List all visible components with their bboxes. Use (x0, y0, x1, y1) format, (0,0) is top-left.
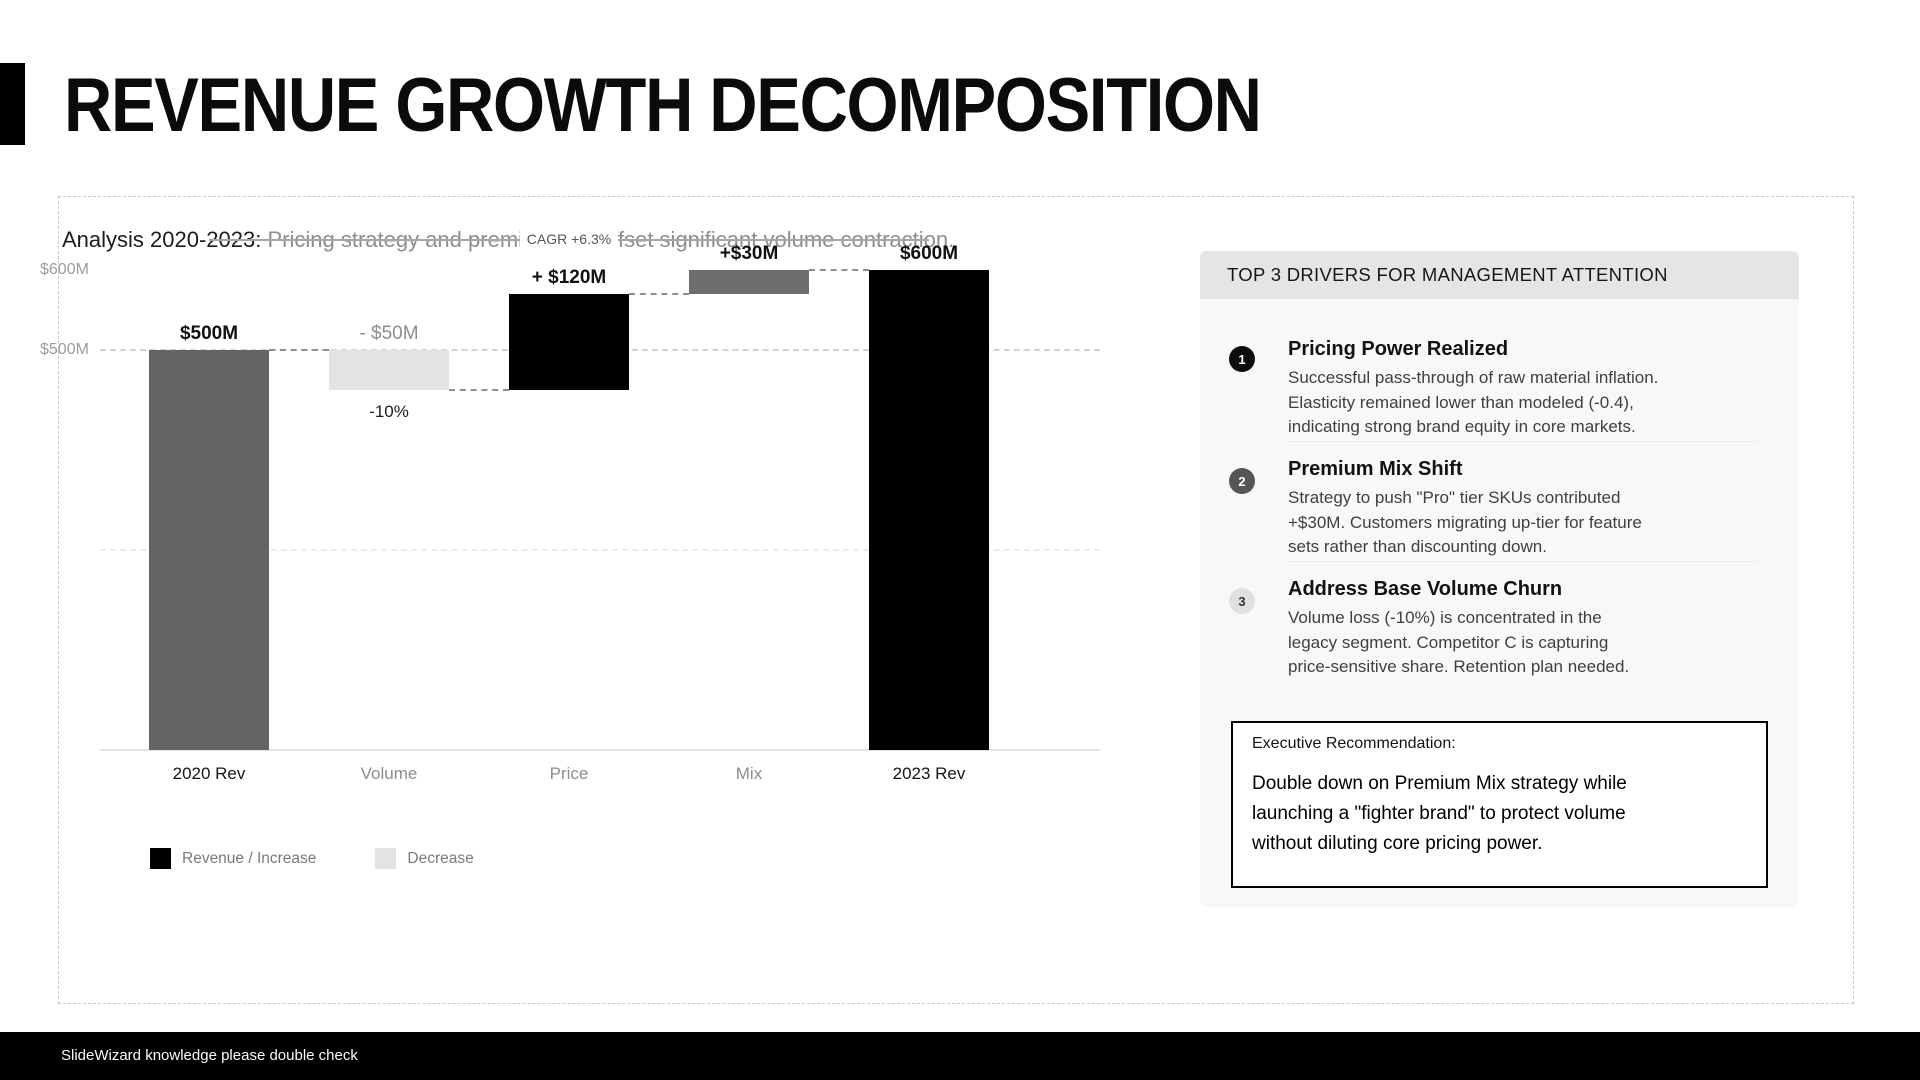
x-axis-line (100, 749, 1100, 751)
divider (1288, 561, 1756, 562)
bar-value-label: $600M (899, 243, 959, 264)
title-accent-block (0, 63, 25, 145)
x-axis-label: Volume (360, 764, 418, 783)
executive-recommendation-box: Executive Recommendation: Double down on… (1231, 721, 1768, 888)
driver-number-badge: 1 (1229, 346, 1255, 372)
waterfall-bar-mix (689, 270, 809, 294)
waterfall-bar-volume (329, 350, 449, 390)
footer-text: SlideWizard knowledge please double chec… (61, 1047, 358, 1064)
gridline (100, 549, 1100, 551)
legend-swatch (150, 848, 171, 869)
drivers-panel: TOP 3 DRIVERS FOR MANAGEMENT ATTENTION 1… (1200, 251, 1799, 907)
cagr-annotation-label: CAGR +6.3% (209, 229, 929, 250)
bar-value-label: + $120M (531, 267, 607, 288)
waterfall-bar-price (509, 294, 629, 390)
waterfall-bar-2023-rev (869, 270, 989, 750)
bar-value-label: - $50M (359, 323, 419, 344)
chart-legend: Revenue / Increase Decrease (150, 848, 474, 869)
x-axis-label: Mix (735, 764, 763, 783)
legend-swatch (375, 848, 397, 869)
x-axis-label: Price (549, 764, 589, 783)
connector-line (809, 269, 869, 271)
bar-percent-label: -10% (369, 402, 409, 421)
legend-item-increase: Revenue / Increase (150, 848, 316, 869)
x-axis-label: 2023 Rev (892, 764, 966, 783)
footer-bar: SlideWizard knowledge please double chec… (0, 1032, 1920, 1080)
y-tick-label: $600M (40, 261, 89, 278)
driver-body: Successful pass-through of raw material … (1288, 368, 1659, 436)
driver-body: Volume loss (-10%) is concentrated in th… (1288, 608, 1630, 676)
waterfall-bar-2020-rev (149, 350, 269, 750)
y-tick-label: $500M (40, 341, 89, 358)
bar-value-label: $500M (179, 323, 239, 344)
driver-title: Address Base Volume Churn (1288, 578, 1563, 600)
connector-line (269, 349, 329, 351)
bar-value-label: +$30M (719, 243, 779, 264)
driver-number-badge: 3 (1229, 588, 1255, 614)
driver-number-badge: 2 (1229, 468, 1255, 494)
executive-recommendation-label: Executive Recommendation: (1252, 735, 1456, 752)
driver-body: Strategy to push "Pro" tier SKUs contrib… (1288, 488, 1642, 556)
legend-label: Decrease (407, 850, 474, 867)
page-title: REVENUE GROWTH DECOMPOSITION (64, 63, 1262, 148)
legend-item-decrease: Decrease (375, 848, 474, 869)
driver-title: Premium Mix Shift (1288, 458, 1463, 480)
drivers-panel-header: TOP 3 DRIVERS FOR MANAGEMENT ATTENTION (1200, 251, 1799, 299)
legend-label: Revenue / Increase (182, 850, 317, 867)
x-axis-label: 2020 Rev (172, 764, 246, 783)
connector-line (629, 293, 689, 295)
executive-recommendation-text: Double down on Premium Mix strategy whil… (1252, 773, 1627, 854)
divider (1288, 441, 1756, 442)
slide-content-frame (58, 196, 1854, 1004)
connector-line (449, 389, 509, 391)
driver-title: Pricing Power Realized (1288, 338, 1509, 360)
